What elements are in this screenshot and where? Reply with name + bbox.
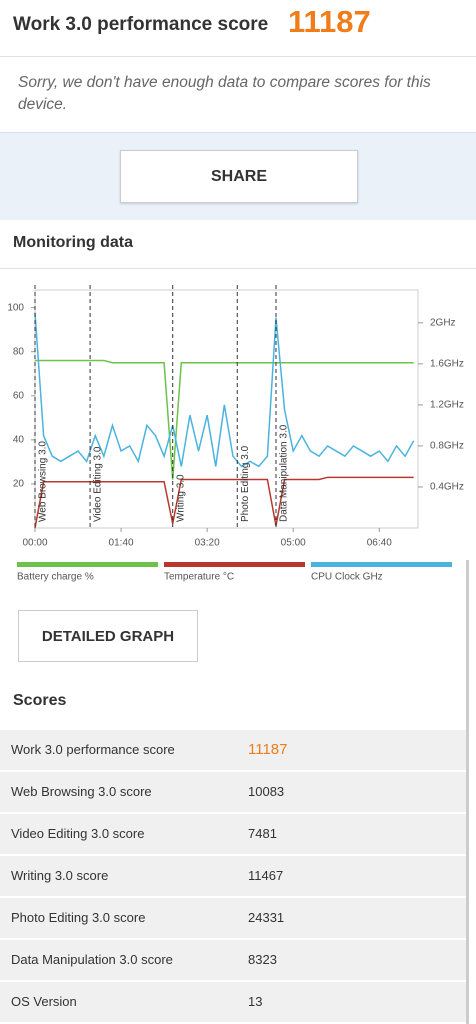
notice: Sorry, we don't have enough data to comp… [18,74,431,113]
header-score: 11187 [288,4,371,39]
annotation-label: Web Browsing 3.0 [38,441,49,522]
y-tick-label: 80 [13,346,25,357]
legend-label: Temperature °C [164,572,234,583]
x-tick-label: 06:40 [367,538,392,549]
x-tick-label: 05:00 [281,538,306,549]
header-card [0,0,476,133]
divider [0,56,476,57]
x-tick-label: 03:20 [195,538,220,549]
plot-frame [34,289,419,529]
x-tick-label: 01:40 [109,538,134,549]
scores-title: Scores [13,692,67,709]
score-row: Work 3.0 performance score 11187 [0,730,466,772]
chart: 20 40 60 80 100 0.4GHz 0.8GHz 1.2GHz 1.6GHz 2GHz 0… [7,285,464,583]
row-label: Work 3.0 performance score [11,742,175,757]
y-tick-label: 100 [7,302,24,313]
score-row: Video Editing 3.0 score 7481 [0,814,466,856]
y-tick-label: 20 [13,479,25,490]
y2-tick-label: 1.2GHz [430,400,464,411]
series-line [34,312,415,468]
row-value: 8323 [248,952,277,967]
annotation-label: Video Editing 3.0 [93,446,104,522]
score-row: OS Version 13 [0,982,466,1024]
share-button[interactable]: SHARE [120,150,358,203]
legend-swatch [311,562,452,567]
scrollbar [466,560,469,1024]
annotation-label: Data Manipulation 3.0 [279,424,290,522]
legend-label: Battery charge % [17,572,94,583]
legend-swatch [164,562,305,567]
row-label: Video Editing 3.0 score [11,826,145,841]
row-value: 13 [248,994,263,1009]
header-title: Work 3.0 performance score [13,14,269,35]
monitoring-title: Monitoring data [13,234,133,251]
score-row: Data Manipulation 3.0 score 8323 [0,940,466,982]
score-row: Writing 3.0 score 11467 [0,856,466,898]
row-label: Writing 3.0 score [11,868,109,883]
row-label: Photo Editing 3.0 score [11,910,146,925]
detailed-graph-button[interactable]: DETAILED GRAPH [18,610,198,662]
x-tick-label: 00:00 [22,538,47,549]
row-value: 7481 [248,826,277,841]
y2-tick-label: 1.6GHz [430,359,464,370]
row-label: Data Manipulation 3.0 score [11,952,173,967]
y2-tick-label: 2GHz [430,317,456,328]
annotation-label: Writing 3.0 [175,474,186,522]
y-tick-label: 40 [13,434,25,445]
series-line [34,476,414,529]
annotation-label: Photo Editing 3.0 [240,445,251,522]
y2-tick-label: 0.8GHz [430,441,464,452]
series-line [35,359,414,480]
row-label: OS Version [11,994,77,1009]
score-row: Web Browsing 3.0 score 10083 [0,772,466,814]
divider [0,268,476,269]
row-value: 11467 [248,868,284,883]
row-value: 11187 [248,741,288,758]
score-row: Photo Editing 3.0 score 24331 [0,898,466,940]
legend-label: CPU Clock GHz [311,572,383,583]
legend-swatch [17,562,158,567]
y-tick-label: 60 [13,390,25,401]
row-value: 10083 [248,784,285,799]
row-label: Web Browsing 3.0 score [11,784,152,799]
y2-tick-label: 0.4GHz [430,482,464,493]
row-value: 24331 [248,910,285,925]
